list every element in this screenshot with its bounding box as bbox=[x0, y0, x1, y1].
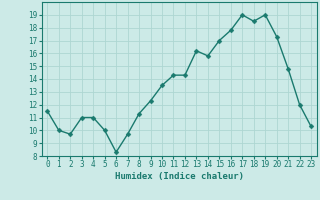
X-axis label: Humidex (Indice chaleur): Humidex (Indice chaleur) bbox=[115, 172, 244, 181]
